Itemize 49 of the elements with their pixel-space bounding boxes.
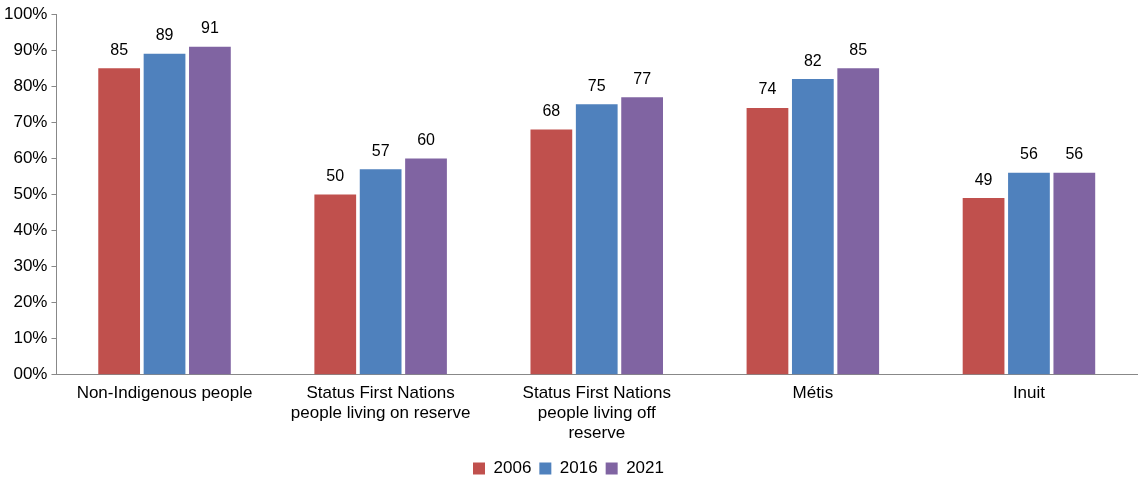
x-tick-label: Inuit (1012, 382, 1046, 402)
legend-label: 2021 (626, 458, 664, 478)
bar (189, 46, 231, 375)
y-tick-label: 20% (13, 292, 48, 312)
y-tick-label: 10% (13, 328, 48, 348)
data-label: 60 (417, 130, 436, 148)
bar (1008, 172, 1050, 375)
bar (359, 169, 402, 375)
data-label: 56 (1020, 145, 1038, 163)
x-tick-label: Status First Nations people living off reserve (522, 382, 671, 443)
bar (621, 97, 663, 375)
data-label: 85 (849, 40, 868, 58)
data-label: 74 (758, 80, 777, 98)
x-tick-label: Status First Nations people living on reserve (290, 382, 471, 423)
bar (530, 129, 573, 375)
bar (405, 158, 447, 375)
data-label: 85 (110, 40, 129, 58)
y-tick-label: 100% (4, 3, 48, 23)
data-label: 82 (803, 51, 822, 69)
data-label: 77 (633, 69, 652, 87)
data-label: 57 (371, 141, 390, 159)
data-label: 49 (974, 170, 993, 188)
y-tick-label: 50% (13, 184, 48, 204)
y-tick-label: 90% (13, 39, 48, 59)
y-tick-label: 70% (13, 112, 48, 132)
data-label: 75 (587, 76, 606, 94)
legend-label: 2016 (559, 458, 598, 478)
bar (314, 194, 357, 375)
bar (575, 104, 618, 375)
y-tick-label: 40% (13, 220, 48, 240)
bar (837, 68, 880, 375)
data-label: 89 (155, 26, 174, 44)
y-tick-label: 30% (13, 256, 48, 276)
data-label: 68 (542, 102, 561, 119)
bar (143, 53, 186, 375)
bar (98, 68, 141, 375)
y-tick-label: 80% (13, 76, 48, 96)
x-tick-label: Non-Indigenous people (76, 382, 253, 402)
bar (962, 198, 1005, 375)
data-label: 50 (326, 166, 345, 184)
y-tick-label: 60% (13, 148, 48, 168)
bar (791, 79, 834, 375)
legend-label: 2006 (493, 458, 532, 478)
data-label: 56 (1065, 145, 1084, 163)
y-tick-label: 00% (13, 364, 48, 384)
x-tick-label: Métis (792, 382, 834, 402)
bar (746, 107, 789, 375)
bar (1053, 172, 1096, 375)
data-label: 91 (201, 19, 219, 37)
